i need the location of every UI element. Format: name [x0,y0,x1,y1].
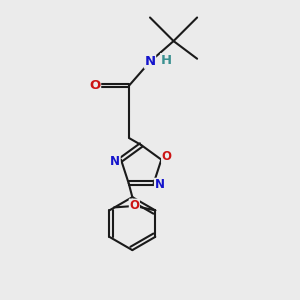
Text: O: O [162,150,172,163]
Text: N: N [110,154,120,168]
Text: N: N [144,55,156,68]
Text: O: O [129,199,140,212]
Text: H: H [160,54,172,67]
Text: O: O [89,79,100,92]
Text: N: N [154,178,164,191]
